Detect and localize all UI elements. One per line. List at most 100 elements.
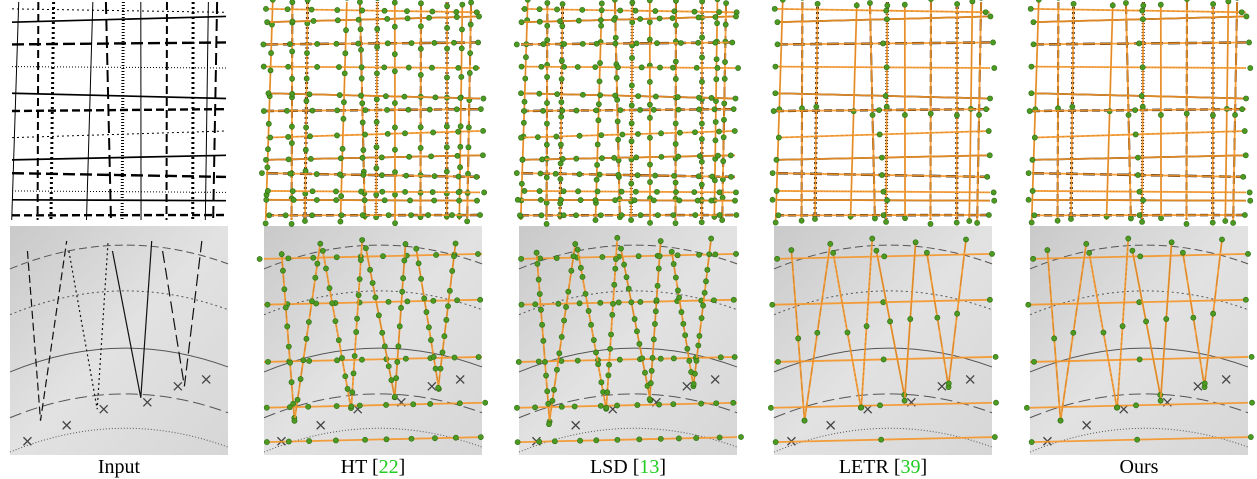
- endpoint: [518, 135, 523, 140]
- endpoint: [594, 108, 599, 113]
- endpoint: [1243, 153, 1248, 158]
- endpoint: [535, 261, 540, 266]
- endpoint: [558, 142, 563, 147]
- endpoint: [632, 316, 637, 321]
- endpoint: [635, 173, 640, 178]
- endpoint: [516, 359, 521, 364]
- endpoint: [339, 213, 344, 218]
- endpoint: [696, 95, 701, 100]
- endpoint: [599, 8, 604, 13]
- detected-line: [521, 200, 735, 201]
- endpoint: [315, 64, 320, 69]
- endpoint: [637, 437, 642, 442]
- endpoint: [636, 254, 641, 259]
- citation: 13: [639, 456, 659, 478]
- endpoint: [647, 115, 652, 120]
- endpoint: [593, 350, 598, 355]
- endpoint: [902, 112, 907, 117]
- endpoint: [395, 359, 400, 364]
- endpoint: [264, 439, 269, 444]
- endpoint: [733, 251, 738, 256]
- endpoint: [465, 171, 470, 176]
- endpoint: [1029, 220, 1034, 225]
- endpoint: [987, 297, 992, 302]
- endpoint: [418, 276, 423, 281]
- endpoint: [1248, 198, 1253, 203]
- endpoint: [560, 24, 565, 29]
- endpoint: [653, 309, 658, 314]
- endpoint: [356, 17, 361, 22]
- endpoint: [732, 354, 737, 359]
- endpoint: [545, 23, 550, 28]
- endpoint: [1140, 104, 1145, 109]
- endpoint: [670, 65, 675, 70]
- endpoint: [394, 376, 399, 381]
- endpoint: [613, 35, 618, 40]
- endpoint: [612, 282, 617, 287]
- endpoint: [658, 436, 663, 441]
- endpoint: [454, 9, 459, 14]
- endpoint: [521, 120, 526, 125]
- endpoint: [1139, 93, 1144, 98]
- endpoint: [343, 51, 348, 56]
- endpoint: [537, 7, 542, 12]
- endpoint: [908, 316, 913, 321]
- endpoint: [1036, 0, 1041, 2]
- endpoint: [1138, 254, 1143, 259]
- endpoint: [583, 291, 588, 296]
- endpoint: [1226, 0, 1231, 4]
- endpoint: [924, 250, 929, 255]
- endpoint: [286, 64, 291, 69]
- endpoint: [799, 218, 804, 223]
- endpoint: [877, 403, 882, 408]
- endpoint: [539, 213, 544, 218]
- endpoint: [334, 255, 339, 260]
- endpoint: [405, 16, 410, 21]
- endpoint: [460, 2, 465, 7]
- endpoint: [304, 76, 309, 81]
- endpoint: [1029, 91, 1034, 96]
- endpoint: [1158, 216, 1163, 221]
- endpoint: [289, 141, 294, 146]
- endpoint: [722, 76, 727, 81]
- endpoint: [577, 172, 582, 177]
- endpoint: [1247, 190, 1252, 195]
- endpoint: [307, 358, 312, 363]
- endpoint: [546, 422, 551, 427]
- endpoint: [519, 20, 524, 25]
- endpoint: [307, 134, 312, 139]
- endpoint: [291, 401, 296, 406]
- endpoint: [707, 252, 712, 257]
- endpoint: [1026, 197, 1031, 202]
- endpoint: [1140, 65, 1145, 70]
- endpoint: [290, 49, 295, 54]
- endpoint: [591, 337, 596, 342]
- endpoint: [629, 139, 634, 144]
- endpoint: [311, 18, 316, 23]
- endpoint: [449, 212, 454, 217]
- caption: Ours: [1030, 455, 1248, 479]
- endpoint: [1128, 216, 1133, 221]
- endpoint: [444, 145, 449, 150]
- endpoint: [374, 166, 379, 171]
- endpoint: [630, 0, 635, 5]
- endpoint: [604, 405, 609, 410]
- endpoint: [379, 173, 384, 178]
- endpoint: [699, 35, 704, 40]
- endpoint: [374, 71, 379, 76]
- endpoint: [594, 438, 599, 443]
- endpoint: [967, 218, 972, 223]
- endpoint: [478, 107, 483, 112]
- endpoint: [409, 436, 414, 441]
- endpoint: [402, 94, 407, 99]
- endpoint: [1137, 189, 1142, 194]
- endpoint: [946, 381, 951, 386]
- endpoint: [286, 344, 291, 349]
- endpoint: [382, 8, 387, 13]
- endpoint: [452, 355, 457, 360]
- endpoint: [658, 131, 663, 136]
- endpoint: [433, 95, 438, 100]
- endpoint: [544, 100, 549, 105]
- endpoint: [705, 267, 710, 272]
- endpoint: [928, 221, 933, 226]
